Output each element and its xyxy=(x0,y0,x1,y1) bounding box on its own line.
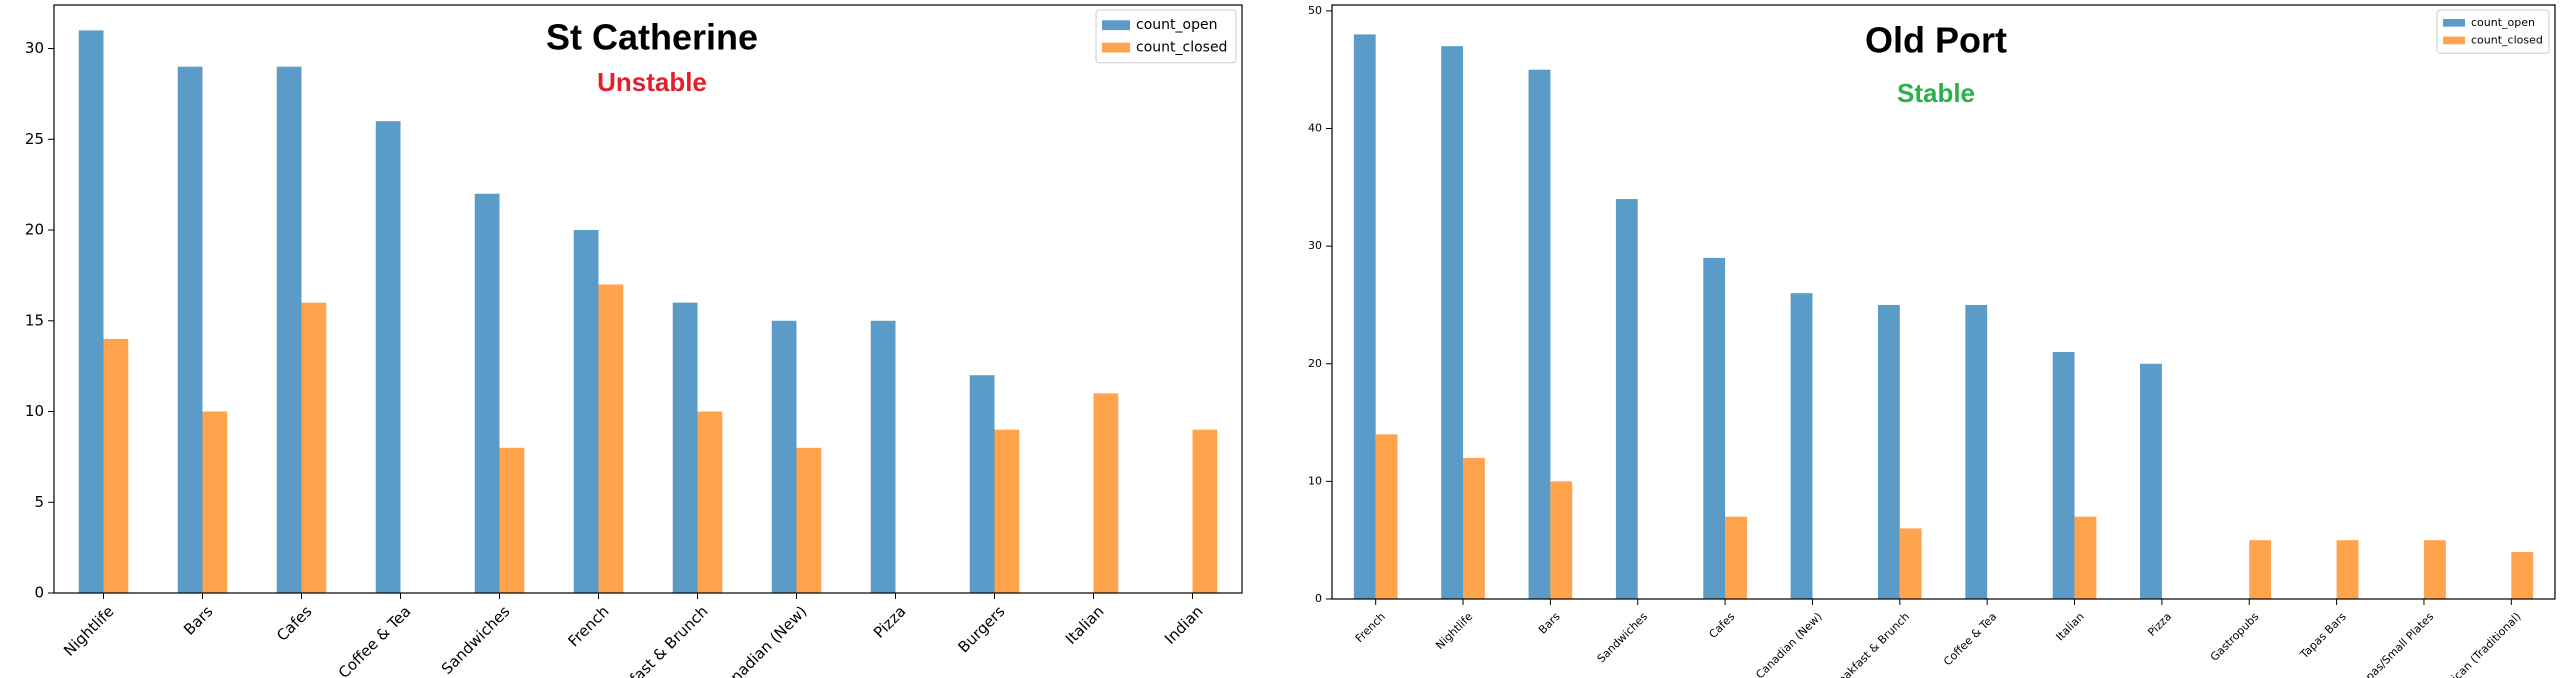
bar xyxy=(301,302,327,593)
y-tick-label: 30 xyxy=(1308,239,1322,252)
x-tick-label: Canadian (New) xyxy=(1753,610,1824,678)
chart-title: Old Port xyxy=(1865,20,2007,61)
y-tick-label: 10 xyxy=(1308,474,1322,487)
legend-label: count_closed xyxy=(2471,33,2543,46)
x-tick-label: Tapas Bars xyxy=(2297,610,2349,662)
bar xyxy=(1093,393,1119,593)
legend-box xyxy=(1095,9,1237,64)
y-tick-label: 0 xyxy=(34,584,44,602)
y-tick-label: 0 xyxy=(1315,592,1322,605)
bar xyxy=(573,230,599,593)
y-tick-label: 50 xyxy=(1308,4,1322,17)
x-tick-label: Pizza xyxy=(2145,610,2174,639)
bar xyxy=(969,375,995,593)
bar xyxy=(2423,540,2446,599)
x-tick-label: Coffee & Tea xyxy=(1941,610,1999,668)
legend-label: count_open xyxy=(2471,16,2535,29)
x-tick-label: Coffee & Tea xyxy=(335,602,415,678)
bar xyxy=(672,302,698,593)
y-tick-label: 20 xyxy=(1308,357,1322,370)
bar xyxy=(78,30,104,593)
legend-swatch xyxy=(1102,42,1130,53)
x-tick-label: Nightlife xyxy=(1433,610,1475,652)
x-tick-label: Italian xyxy=(1062,602,1108,648)
bar xyxy=(1375,434,1398,599)
bar xyxy=(1528,69,1551,600)
bar xyxy=(2511,551,2534,599)
x-tick-label: Cafes xyxy=(273,602,316,645)
bar xyxy=(697,411,723,593)
x-tick-label: Pizza xyxy=(870,602,909,641)
bar xyxy=(1725,516,1747,599)
bar xyxy=(474,193,500,594)
x-tick-label: Tapas/Small Plates xyxy=(2354,610,2436,678)
x-tick-label: Breakfast & Brunch xyxy=(1827,610,1912,678)
chart-subtitle: Stable xyxy=(1897,78,1975,108)
bar xyxy=(1899,528,1922,599)
bar xyxy=(1550,481,1573,599)
y-tick-label: 20 xyxy=(25,221,44,239)
legend-swatch xyxy=(1102,20,1130,31)
x-tick-label: French xyxy=(1353,610,1388,645)
x-tick-label: Nightlife xyxy=(60,602,117,659)
bar xyxy=(1353,34,1376,599)
bar xyxy=(1441,46,1464,599)
bar xyxy=(1192,429,1218,593)
bar xyxy=(2336,540,2359,599)
bar xyxy=(870,320,896,593)
bar xyxy=(1790,293,1813,599)
bar xyxy=(2249,540,2272,599)
x-tick-label: Sandwiches xyxy=(438,602,514,678)
bar xyxy=(2052,351,2075,599)
bar xyxy=(202,411,228,593)
x-tick-label: French xyxy=(565,602,613,650)
bar xyxy=(1965,304,1988,599)
bar xyxy=(499,447,525,593)
legend-label: count_closed xyxy=(1136,40,1227,56)
x-tick-label: Sandwiches xyxy=(1595,610,1651,666)
x-tick-label: Indian xyxy=(1161,602,1206,647)
y-tick-label: 25 xyxy=(25,130,44,148)
bar xyxy=(796,447,822,593)
bar xyxy=(375,121,401,594)
bar xyxy=(1615,199,1638,599)
x-tick-label: Cafes xyxy=(1706,610,1737,641)
bar xyxy=(1463,457,1485,599)
plot-frame xyxy=(53,4,1243,594)
bar xyxy=(598,284,624,593)
bar xyxy=(994,429,1020,593)
legend-label: count_open xyxy=(1136,17,1217,33)
bar xyxy=(1877,304,1900,599)
x-tick-label: Breakfast & Brunch xyxy=(596,602,712,678)
bar xyxy=(2074,516,2097,599)
legend-swatch xyxy=(2443,18,2465,27)
bar xyxy=(771,320,797,593)
bar xyxy=(103,338,129,593)
x-tick-label: Bars xyxy=(180,602,217,639)
y-tick-label: 5 xyxy=(34,493,44,511)
bar xyxy=(2140,363,2162,599)
x-tick-label: Canadian (New) xyxy=(713,602,811,678)
x-tick-label: Gastropubs xyxy=(2208,610,2262,664)
chart-title: St Catherine xyxy=(546,17,758,58)
plot-frame xyxy=(1331,4,2556,600)
legend-swatch xyxy=(2443,36,2465,45)
y-tick-label: 40 xyxy=(1308,122,1322,135)
x-tick-label: Bars xyxy=(1536,610,1563,637)
x-tick-label: Italian xyxy=(2053,610,2086,643)
chart-subtitle: Unstable xyxy=(597,67,707,97)
y-tick-label: 30 xyxy=(25,39,44,57)
bar xyxy=(1703,257,1726,599)
x-tick-label: American (Traditional) xyxy=(2428,610,2523,678)
y-tick-label: 10 xyxy=(25,402,44,420)
x-tick-label: Burgers xyxy=(954,602,1008,656)
bar xyxy=(177,66,203,593)
y-tick-label: 15 xyxy=(25,311,44,329)
bar xyxy=(276,66,302,593)
